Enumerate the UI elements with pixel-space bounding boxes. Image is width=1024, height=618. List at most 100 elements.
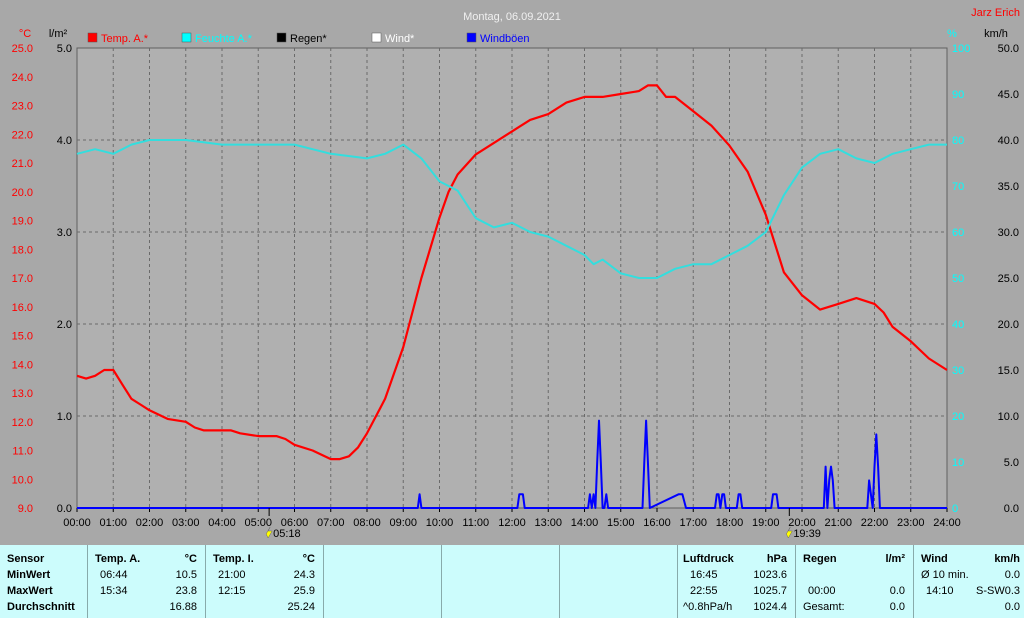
temp-a-unit: °C (184, 553, 197, 565)
wind-tick-label: 10.0 (998, 411, 1019, 423)
legend-swatch (466, 32, 477, 43)
temp-a-max-time: 15:34 (100, 585, 128, 597)
legend-label: Windböen (480, 33, 530, 45)
temp-tick-label: 9.0 (18, 503, 33, 515)
time-tick-label: 17:00 (679, 517, 707, 529)
time-tick-label: 03:00 (172, 517, 200, 529)
temp-a-column: Temp. A. °C 06:44 10.5 15:34 23.8 16.88 (88, 545, 206, 618)
time-tick-label: 24:00 (933, 517, 961, 529)
row-label-min: MinWert (7, 569, 51, 581)
wind-unit: km/h (994, 553, 1020, 565)
wind-column: Wind km/h Ø 10 min. 0.0 14:10 S-SW 0.3 0… (914, 545, 1024, 618)
pressure-header: Luftdruck (683, 553, 734, 565)
humidity-tick-label: 40 (952, 319, 964, 331)
humidity-tick-label: 0 (952, 503, 958, 515)
legend-label: Regen* (290, 33, 327, 45)
temp-tick-label: 15.0 (12, 331, 33, 343)
pressure-min-time: 16:45 (690, 569, 718, 581)
temp-i-max-time: 12:15 (218, 585, 246, 597)
wind-tick-label: 5.0 (1004, 457, 1019, 469)
time-tick-label: 14:00 (571, 517, 599, 529)
pressure-max-time: 22:55 (690, 585, 718, 597)
rain-max: 0.0 (889, 585, 905, 597)
temp-tick-label: 13.0 (12, 388, 33, 400)
time-tick-label: 21:00 (824, 517, 852, 529)
temp-tick-label: 20.0 (12, 187, 33, 199)
legend-label: Wind* (385, 33, 415, 45)
wind-max: 0.3 (1004, 585, 1020, 597)
rain-header: Regen (803, 553, 837, 565)
row-label-avg: Durchschnitt (7, 601, 75, 613)
wind-tick-label: 35.0 (998, 181, 1019, 193)
row-label-max: MaxWert (7, 585, 53, 597)
chart-title: Montag, 06.09.2021 (463, 11, 561, 23)
wind-axis-unit: km/h (984, 28, 1008, 40)
rain-tick-label: 0.0 (57, 503, 72, 515)
series-layer (76, 84, 948, 509)
time-tick-label: 00:00 (63, 517, 91, 529)
temp-a-min: 10.5 (175, 569, 197, 581)
temp-a-header: Temp. A. (95, 553, 141, 565)
summary-table: Sensor MinWert MaxWert Durchschnitt Temp… (0, 545, 1024, 618)
sun-time-label: 05:18 (273, 528, 301, 540)
wind-tick-label: 15.0 (998, 365, 1019, 377)
legend-swatch (87, 32, 98, 43)
sensor-header: Sensor (7, 553, 45, 565)
temp-axis-unit: °C (19, 28, 31, 40)
time-tick-label: 18:00 (716, 517, 744, 529)
wind-tick-label: 40.0 (998, 135, 1019, 147)
pressure-unit: hPa (766, 553, 787, 565)
pressure-trend-value: 1024.4 (753, 601, 787, 613)
temp-i-unit: °C (302, 553, 315, 565)
time-tick-label: 07:00 (317, 517, 345, 529)
rain-column: Regen l/m² 00:00 0.0 Gesamt: 0.0 (796, 545, 914, 618)
pressure-min: 1023.6 (753, 569, 787, 581)
sensor-column: Sensor MinWert MaxWert Durchschnitt (0, 545, 88, 618)
rain-axis-unit: l/m² (49, 28, 68, 40)
humidity-tick-label: 60 (952, 227, 964, 239)
time-tick-label: 04:00 (208, 517, 236, 529)
wind-tick-label: 20.0 (998, 319, 1019, 331)
wind-max-time: 14:10 (926, 585, 954, 597)
humidity-tick-label: 50 (952, 273, 964, 285)
rain-total-label: Gesamt: (803, 601, 845, 613)
temp-tick-label: 22.0 (12, 129, 33, 141)
temp-tick-label: 17.0 (12, 273, 33, 285)
rain-unit: l/m² (885, 553, 905, 565)
humidity-tick-label: 30 (952, 365, 964, 377)
rain-tick-label: 4.0 (57, 135, 72, 147)
wind-min-label: Ø 10 min. (921, 569, 969, 581)
sun-icon (786, 526, 793, 539)
wind-tick-label: 30.0 (998, 227, 1019, 239)
temp-axis: 25.0 24.0 23.0 22.0 21.0 20.0 19.0 18.0 17.0 16.0… (12, 43, 33, 515)
temp-tick-label: 12.0 (12, 417, 33, 429)
time-tick-label: 08:00 (353, 517, 381, 529)
temp-i-max: 25.9 (293, 585, 315, 597)
time-tick-label: 12:00 (498, 517, 526, 529)
wind-min: 0.0 (1004, 569, 1020, 581)
temp-a-max: 23.8 (175, 585, 197, 597)
temp-tick-label: 14.0 (12, 359, 33, 371)
legend-label: Feuchte A.* (195, 33, 253, 45)
series-line-windböen (77, 419, 947, 509)
series-line-temp-a (76, 84, 948, 461)
time-tick-label: 06:00 (281, 517, 309, 529)
series-line-feuchte-a (76, 139, 947, 279)
grid-lines (77, 48, 947, 508)
temp-i-column: Temp. I. °C 21:00 24.3 12:15 25.9 25.24 (206, 545, 324, 618)
humidity-tick-label: 100 (952, 43, 970, 55)
time-tick-label: 13:00 (534, 517, 562, 529)
empty-column-3 (560, 545, 678, 618)
temp-i-min: 24.3 (293, 569, 315, 581)
legend-label: Temp. A.* (101, 33, 149, 45)
wind-tick-label: 25.0 (998, 273, 1019, 285)
rain-tick-label: 2.0 (57, 319, 72, 331)
pressure-max: 1025.7 (753, 585, 787, 597)
rain-total: 0.0 (889, 601, 905, 613)
rain-tick-label: 5.0 (57, 43, 72, 55)
time-tick-label: 02:00 (136, 517, 164, 529)
sun-markers: 05:18 19:39 (265, 508, 821, 540)
pressure-trend-label: ^0.8hPa/h (683, 601, 733, 613)
humidity-tick-label: 20 (952, 411, 964, 423)
